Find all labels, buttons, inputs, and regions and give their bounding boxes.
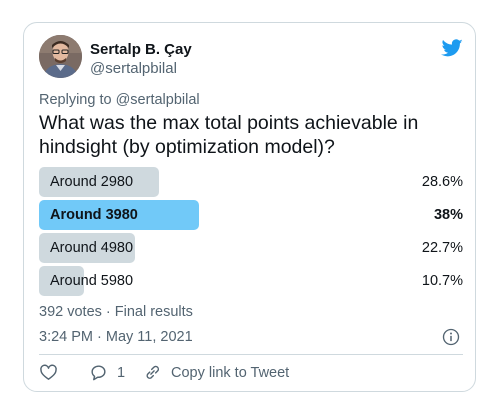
copy-link-button[interactable]: Copy link to Tweet	[143, 363, 289, 382]
poll-option-bar	[39, 266, 84, 296]
poll-option-percent: 10.7%	[421, 273, 463, 289]
reply-button[interactable]: 1	[89, 363, 125, 382]
copy-link-label: Copy link to Tweet	[171, 364, 290, 381]
poll-option-winner: Around 3980 38%	[39, 200, 463, 230]
replying-prefix: Replying to	[39, 92, 112, 108]
poll-option: Around 4980 22.7%	[39, 233, 463, 263]
poll-option-bar	[39, 200, 199, 230]
comment-icon	[91, 365, 106, 381]
poll-option-label: Around 4980	[50, 240, 134, 256]
divider	[39, 354, 463, 355]
replying-handle-link[interactable]: @sertalpbilal	[115, 92, 200, 108]
heart-icon	[40, 364, 57, 380]
poll-option-label: Around 5980	[50, 273, 134, 289]
replying-to: Replying to @sertalpbilal	[39, 92, 200, 108]
poll-option: Around 5980 10.7%	[39, 266, 463, 296]
info-icon[interactable]	[442, 328, 460, 346]
tweet-actions: 1 Copy link to Tweet	[39, 363, 463, 385]
link-icon	[146, 365, 160, 379]
avatar[interactable]	[39, 35, 82, 78]
poll-summary: 392 votes · Final results	[39, 304, 193, 320]
poll-option-bar	[39, 167, 159, 197]
reply-count: 1	[117, 364, 126, 381]
tweet-timestamp[interactable]: 3:24 PM · May 11, 2021	[39, 329, 193, 345]
tweet-text: What was the max total points achievable…	[39, 112, 419, 158]
twitter-bird-icon[interactable]	[441, 37, 463, 59]
poll-option-label: Around 3980	[50, 207, 138, 223]
poll-option-percent: 38%	[433, 207, 463, 223]
avatar-photo	[39, 35, 82, 78]
author-handle[interactable]: @sertalpbilal	[90, 60, 177, 77]
poll-option-percent: 28.6%	[421, 174, 463, 190]
author-name[interactable]: Sertalp B. Çay	[90, 41, 192, 58]
poll-option: Around 2980 28.6%	[39, 167, 463, 197]
poll-option-percent: 22.7%	[421, 240, 463, 256]
poll-option-label: Around 2980	[50, 174, 134, 190]
tweet-card: Sertalp B. Çay @sertalpbilal Replying to…	[23, 22, 476, 392]
poll: Around 2980 28.6% Around 3980 38% Around…	[39, 167, 463, 299]
like-button[interactable]	[39, 363, 58, 382]
poll-option-bar	[39, 233, 135, 263]
